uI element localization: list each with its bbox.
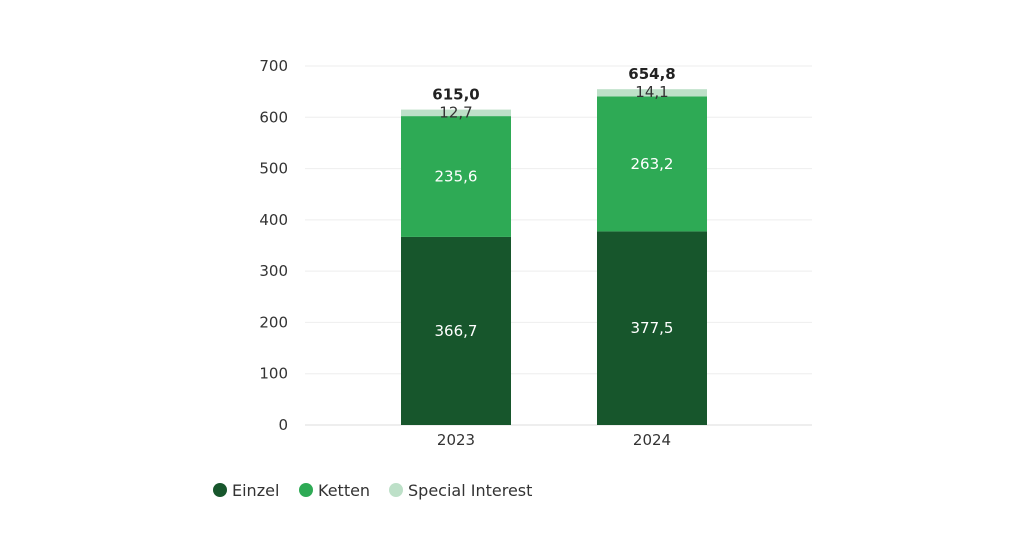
- data-label: 263,2: [631, 155, 674, 173]
- total-label: 654,8: [628, 65, 675, 83]
- bar-segment-ketten: [597, 96, 707, 232]
- x-tick-label: 2024: [633, 431, 671, 449]
- data-label: 12,7: [439, 104, 472, 122]
- data-label: 235,6: [435, 168, 478, 186]
- legend-label: Special Interest: [408, 481, 532, 500]
- y-tick-label: 400: [259, 211, 288, 229]
- legend-marker: [213, 483, 227, 497]
- bar-segment-special-interest: [597, 89, 707, 97]
- legend-label: Ketten: [318, 481, 370, 500]
- y-tick-label: 0: [278, 416, 288, 434]
- legend-marker: [389, 483, 403, 497]
- bar-segment-einzel: [597, 231, 707, 425]
- y-tick-label: 200: [259, 313, 288, 331]
- y-tick-label: 600: [259, 108, 288, 126]
- bar-segment-special-interest: [401, 109, 511, 117]
- y-tick-label: 100: [259, 365, 288, 383]
- y-tick-label: 700: [259, 57, 288, 75]
- legend-label: Einzel: [232, 481, 279, 500]
- legend-marker: [299, 483, 313, 497]
- x-tick-label: 2023: [437, 431, 475, 449]
- data-label: 366,7: [435, 322, 478, 340]
- data-label: 14,1: [635, 83, 668, 101]
- data-label: 377,5: [631, 319, 674, 337]
- bar-segment-ketten: [401, 116, 511, 237]
- total-label: 615,0: [432, 86, 479, 104]
- y-tick-label: 500: [259, 160, 288, 178]
- y-tick-label: 300: [259, 262, 288, 280]
- bar-segment-einzel: [401, 236, 511, 425]
